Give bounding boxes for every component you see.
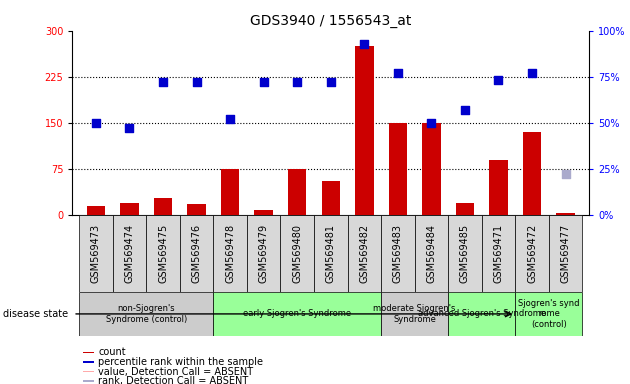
Bar [448,292,515,336]
Text: GSM569484: GSM569484 [427,224,437,283]
Bar [87,206,105,215]
Text: GSM569478: GSM569478 [225,224,235,283]
Text: non-Sjogren's
Syndrome (control): non-Sjogren's Syndrome (control) [106,304,187,324]
Point [493,78,503,84]
Text: GSM569471: GSM569471 [493,224,503,283]
Bar [381,292,448,336]
Point [259,79,269,85]
Bar [482,215,515,292]
Bar [288,169,306,215]
Text: GSM569475: GSM569475 [158,224,168,283]
Point [225,116,235,122]
Text: GSM569474: GSM569474 [125,224,134,283]
Bar [422,123,440,215]
Text: GSM569473: GSM569473 [91,224,101,283]
Bar [79,215,113,292]
Bar [455,203,474,215]
Text: GSM569481: GSM569481 [326,224,336,283]
Bar [83,381,94,382]
Bar [355,46,374,215]
Point [326,79,336,85]
Point [125,125,135,131]
Bar [83,371,94,372]
Text: GSM569485: GSM569485 [460,224,470,283]
Text: count: count [98,347,126,358]
Point [427,120,437,126]
Text: advanced Sjogren's Syndrome: advanced Sjogren's Syndrome [418,310,546,318]
Text: moderate Sjogren's
Syndrome: moderate Sjogren's Syndrome [374,304,455,324]
Text: GSM569482: GSM569482 [359,224,369,283]
Bar [314,215,348,292]
Bar [348,215,381,292]
Bar [255,210,273,215]
Text: GSM569483: GSM569483 [393,224,403,283]
Bar [221,169,239,215]
Bar [556,213,575,215]
Bar [214,292,381,336]
Text: disease state: disease state [3,309,68,319]
Bar [415,215,448,292]
Text: value, Detection Call = ABSENT: value, Detection Call = ABSENT [98,366,253,377]
Bar [523,132,541,215]
Point [91,120,101,126]
Point [292,79,302,85]
Text: GSM569479: GSM569479 [259,224,268,283]
Bar [549,215,582,292]
Text: GSM569477: GSM569477 [561,224,571,283]
Bar [83,361,94,362]
Bar [146,215,180,292]
Text: Sjogren's synd
rome
(control): Sjogren's synd rome (control) [518,299,580,329]
Text: rank, Detection Call = ABSENT: rank, Detection Call = ABSENT [98,376,248,384]
Bar [381,215,415,292]
Bar [187,204,206,215]
Bar [79,292,214,336]
Bar [247,215,280,292]
Point [527,70,537,76]
Point [392,70,403,76]
Bar [120,203,139,215]
Point [561,171,571,177]
Bar [113,215,146,292]
Bar [154,198,172,215]
Bar [83,352,94,353]
Text: GSM569472: GSM569472 [527,224,537,283]
Bar [280,215,314,292]
Text: GSM569480: GSM569480 [292,224,302,283]
Point [359,41,369,47]
Bar [321,181,340,215]
Point [460,107,470,113]
Bar [180,215,214,292]
Bar [214,215,247,292]
Bar [515,215,549,292]
Title: GDS3940 / 1556543_at: GDS3940 / 1556543_at [250,14,411,28]
Bar [448,215,482,292]
Point [192,79,202,85]
Bar [389,123,407,215]
Bar [515,292,582,336]
Text: percentile rank within the sample: percentile rank within the sample [98,357,263,367]
Text: GSM569476: GSM569476 [192,224,202,283]
Text: early Sjogren's Syndrome: early Sjogren's Syndrome [243,310,352,318]
Bar [490,160,508,215]
Point [158,79,168,85]
